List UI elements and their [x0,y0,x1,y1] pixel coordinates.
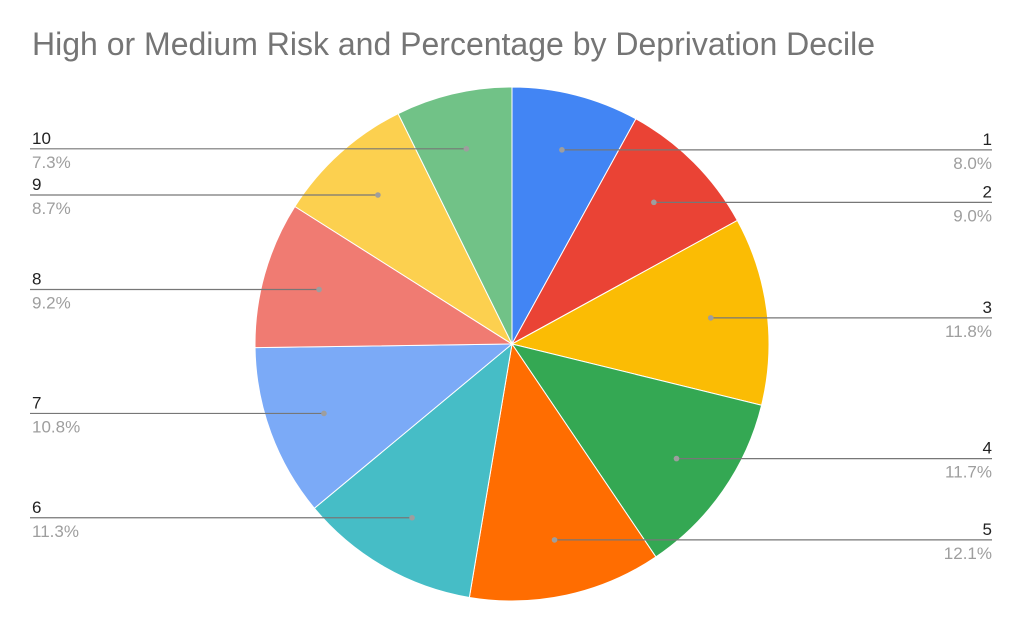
pie-slice-9 [294,112,514,346]
slice-label-8: 8 [32,270,41,289]
slice-label-10: 10 [32,129,51,148]
leader-dot-9 [375,192,381,198]
slice-label-6: 6 [32,498,41,517]
leader-dot-3 [707,315,714,321]
slice-label-7: 7 [32,393,41,412]
slice-percent-4: 11.7% [945,463,992,482]
pie-slice-3 [510,219,770,406]
slice-label-3: 3 [983,298,992,317]
slice-label-1: 1 [983,130,992,149]
pie-slice-10 [397,86,513,345]
slice-percent-3: 11.8% [945,322,992,341]
leader-dot-5 [551,537,558,543]
slice-percent-9: 8.7% [32,199,71,218]
leader-dot-6 [409,514,415,521]
slice-percent-1: 8.0% [953,154,992,173]
pie-slice-5 [468,342,657,602]
pie-slices [254,86,770,602]
slice-percent-2: 9.0% [953,206,992,225]
pie-slice-7 [254,343,514,509]
chart-title: High or Medium Risk and Percentage by De… [32,26,876,62]
leader-dot-1 [559,147,565,153]
slice-label-4: 4 [983,439,992,458]
leader-dot-8 [316,286,322,293]
pie-slice-8 [254,205,514,349]
leader-dot-10 [463,146,470,152]
leader-dot-2 [651,199,657,206]
slice-percent-7: 10.8% [32,417,80,436]
pie-labels: 1 8.0% 2 9.0% 3 11.8% 4 11.7% 5 12.1% 6 11.3% 7 10.8%… [30,129,992,563]
leader-dot-7 [321,410,327,417]
slice-percent-10: 7.3% [32,153,71,172]
slice-percent-5: 12.1% [944,544,992,563]
slice-percent-6: 11.3% [32,522,79,541]
slice-percent-8: 9.2% [32,294,71,313]
pie-slice-1 [511,86,637,345]
slice-label-9: 9 [32,175,41,194]
leader-dot-4 [673,455,680,462]
slice-label-5: 5 [983,520,992,539]
slice-label-2: 2 [983,182,992,201]
pie-slice-2 [510,118,739,346]
pie-slice-4 [510,343,763,558]
